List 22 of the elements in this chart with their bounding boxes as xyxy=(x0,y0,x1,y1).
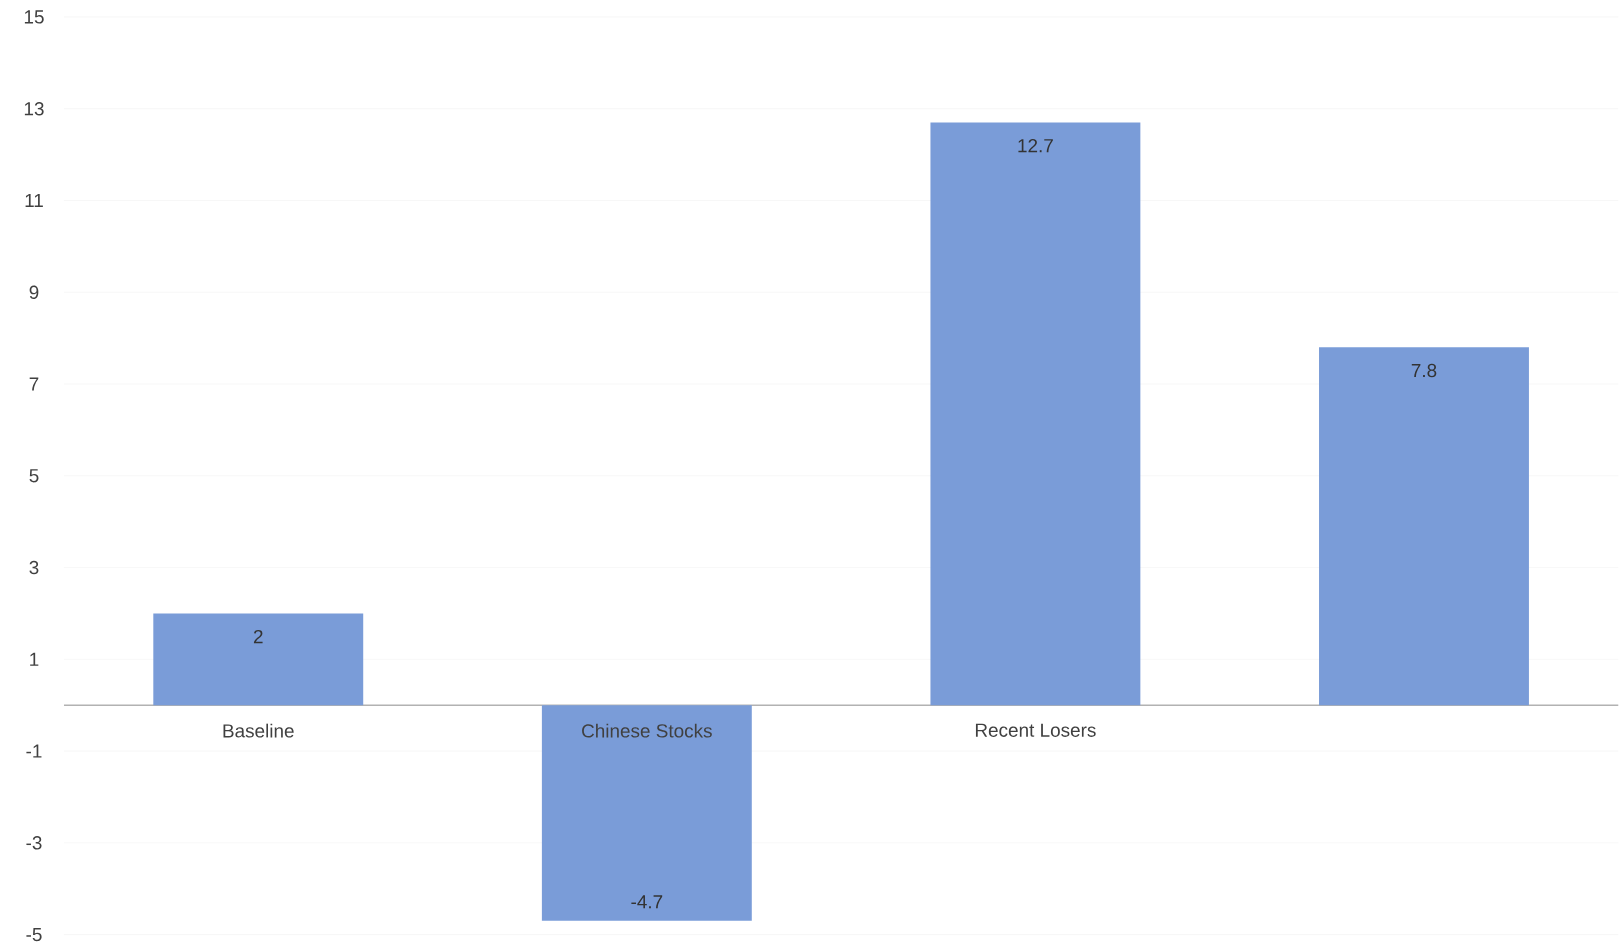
data-label: 12.7 xyxy=(1018,138,1053,152)
y-tick-label: 9 xyxy=(29,285,39,299)
x-tick-label: Baseline xyxy=(223,723,294,738)
bar xyxy=(1319,347,1529,705)
y-tick-label: -1 xyxy=(26,744,42,758)
y-tick-label: 15 xyxy=(24,10,44,24)
y-tick-label: 3 xyxy=(29,560,39,574)
bar xyxy=(153,613,364,705)
y-tick-label: -5 xyxy=(26,927,42,941)
y-tick-label: 1 xyxy=(30,652,39,666)
bar xyxy=(541,704,752,921)
x-tick-label: Recent Losers xyxy=(975,723,1096,737)
data-label: 2 xyxy=(253,629,263,643)
x-tick-label: Chinese Stocks xyxy=(582,723,712,738)
y-tick-label: 11 xyxy=(25,193,43,207)
y-tick-label: 7 xyxy=(29,377,39,391)
bar xyxy=(930,122,1141,705)
y-tick-label: 5 xyxy=(29,468,39,483)
data-label: 7.8 xyxy=(1411,363,1437,377)
y-tick-label: -3 xyxy=(26,835,42,850)
data-label: -4.7 xyxy=(631,895,663,909)
y-tick-label: 13 xyxy=(24,101,44,116)
